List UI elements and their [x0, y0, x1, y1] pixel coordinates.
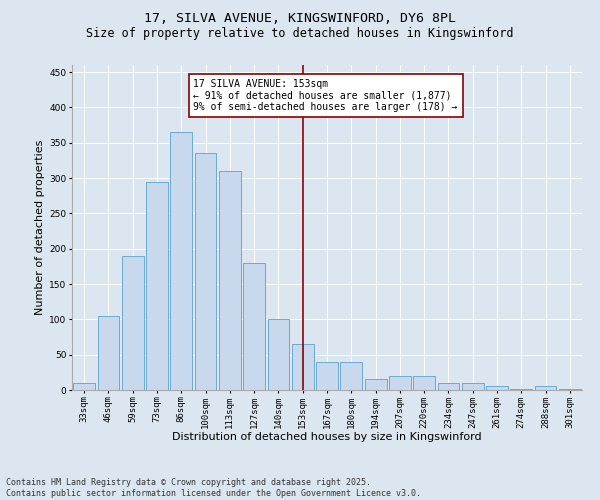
Bar	[243, 263, 265, 390]
Bar	[97, 316, 119, 390]
Bar	[535, 386, 556, 390]
Bar	[389, 376, 411, 390]
Bar	[486, 386, 508, 390]
Bar	[73, 383, 95, 390]
X-axis label: Distribution of detached houses by size in Kingswinford: Distribution of detached houses by size …	[172, 432, 482, 442]
Text: Size of property relative to detached houses in Kingswinford: Size of property relative to detached ho…	[86, 28, 514, 40]
Bar	[122, 256, 143, 390]
Bar	[292, 344, 314, 390]
Bar	[268, 320, 289, 390]
Bar	[511, 388, 532, 390]
Text: Contains HM Land Registry data © Crown copyright and database right 2025.
Contai: Contains HM Land Registry data © Crown c…	[6, 478, 421, 498]
Bar	[146, 182, 168, 390]
Y-axis label: Number of detached properties: Number of detached properties	[35, 140, 45, 315]
Bar	[170, 132, 192, 390]
Text: 17, SILVA AVENUE, KINGSWINFORD, DY6 8PL: 17, SILVA AVENUE, KINGSWINFORD, DY6 8PL	[144, 12, 456, 26]
Bar	[413, 376, 435, 390]
Bar	[365, 380, 386, 390]
Bar	[219, 171, 241, 390]
Bar	[194, 154, 217, 390]
Bar	[316, 362, 338, 390]
Bar	[437, 383, 460, 390]
Bar	[462, 383, 484, 390]
Bar	[340, 362, 362, 390]
Text: 17 SILVA AVENUE: 153sqm
← 91% of detached houses are smaller (1,877)
9% of semi-: 17 SILVA AVENUE: 153sqm ← 91% of detache…	[193, 79, 458, 112]
Bar	[559, 388, 581, 390]
